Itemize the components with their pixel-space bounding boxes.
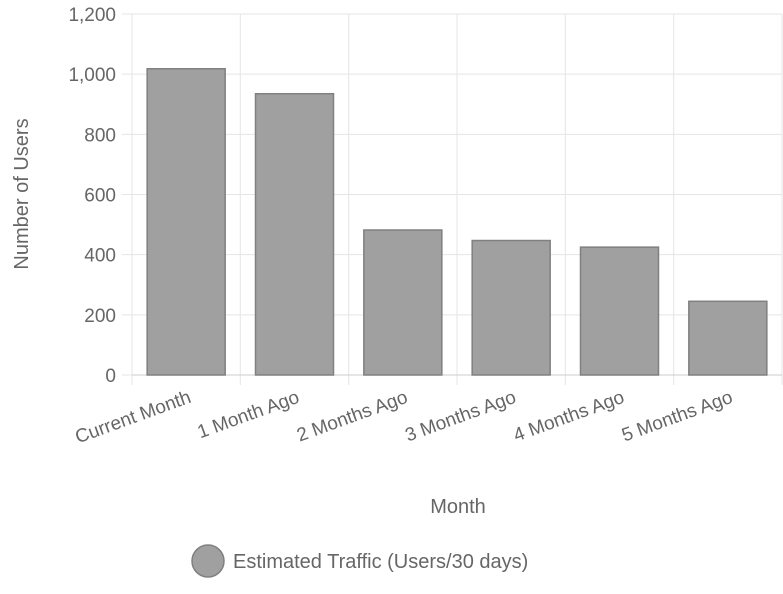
x-tick-label: 5 Months Ago: [619, 387, 735, 446]
y-tick-label: 600: [84, 186, 116, 207]
x-tick-label: 2 Months Ago: [294, 387, 410, 446]
bar[interactable]: [146, 68, 226, 376]
x-tick-label: 3 Months Ago: [402, 387, 518, 446]
bar[interactable]: [688, 300, 768, 376]
y-tick-label: 200: [84, 306, 116, 327]
legend-swatch: [191, 544, 225, 578]
y-tick-label: 1,200: [68, 5, 116, 26]
x-tick-label: Current Month: [73, 387, 194, 448]
bar-series: [146, 68, 768, 376]
x-tick-label: 1 Month Ago: [195, 387, 302, 443]
x-axis-title: Month: [430, 496, 486, 518]
legend-label: Estimated Traffic (Users/30 days): [233, 551, 528, 573]
legend[interactable]: Estimated Traffic (Users/30 days): [191, 544, 528, 578]
y-tick-label: 800: [84, 125, 116, 146]
y-tick-label: 400: [84, 246, 116, 267]
y-tick-label: 0: [105, 366, 116, 387]
bar[interactable]: [363, 229, 443, 376]
bar[interactable]: [471, 239, 551, 376]
grid-lines: [122, 13, 783, 385]
bar[interactable]: [579, 246, 660, 376]
y-tick-label: 1,000: [68, 65, 116, 86]
y-axis-title: Number of Users: [11, 118, 33, 269]
bar[interactable]: [254, 92, 335, 376]
y-axis-ticks: 0 200 400 600 800 1,000 1,200: [68, 5, 116, 387]
x-tick-label: 4 Months Ago: [511, 387, 627, 446]
